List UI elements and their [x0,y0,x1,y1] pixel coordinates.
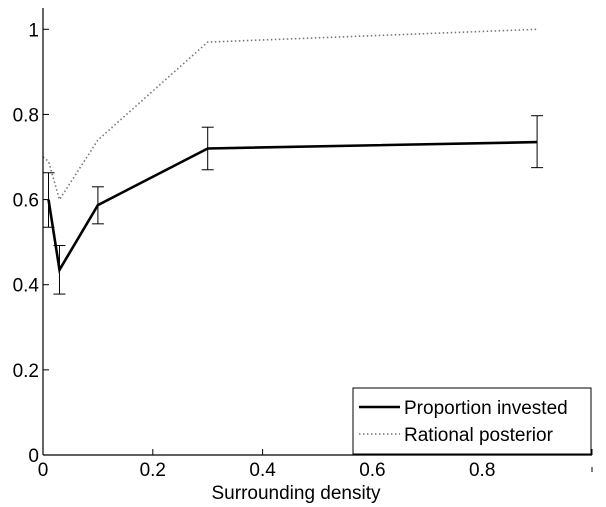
x-tick-label: 0.4 [249,460,276,481]
legend: Proportion invested Rational posterior [353,388,591,454]
y-tick-label: 0.8 [13,105,39,126]
y-tick-label: 0.6 [13,191,39,212]
y-tick-label: 0.4 [13,276,40,297]
y-tick-label: 1 [28,20,39,41]
x-axis-label: Surrounding density [212,483,381,504]
legend-label: Proportion invested [404,398,568,419]
y-tick-label: 0.2 [13,361,39,382]
legend-label: Rational posterior [404,425,554,446]
x-tick-label: 0.8 [469,460,495,481]
y-tick-label: 0 [28,446,39,467]
x-tick-label: 0 [38,460,49,481]
x-tick-label: 0.2 [140,460,166,481]
x-tick-label: 0.6 [359,460,385,481]
